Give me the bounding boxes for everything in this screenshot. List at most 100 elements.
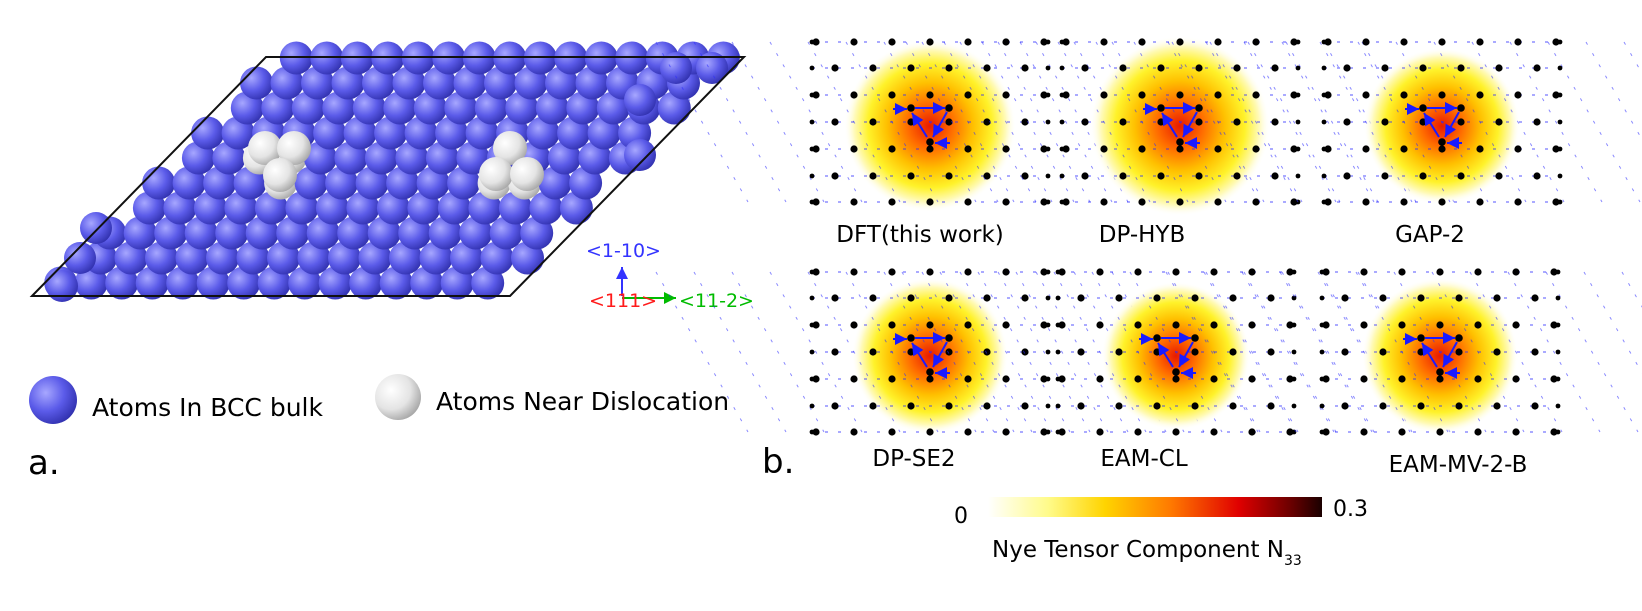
bulk-atom [498,191,532,225]
atom-column [1552,198,1560,206]
lattice-bond [1395,41,1489,203]
atom-column [1195,172,1203,180]
bulk-atom [624,84,656,116]
lattice-bond [693,41,787,203]
lattice-bond [1285,41,1379,203]
bulk-atom [413,91,447,125]
lattice-bond [1091,271,1185,433]
atom-column [812,428,820,436]
bulk-atom [547,141,581,175]
atom-column [809,39,815,45]
bulk-atom [367,216,401,250]
bulk-atom [358,241,392,275]
atom-column [1214,198,1222,206]
atom-column [809,295,815,301]
atom-column [1002,145,1010,153]
atom-column [1360,268,1368,276]
atom-column [1055,269,1061,275]
atom-column [1153,294,1161,302]
bulk-atom [410,266,444,300]
axis-right-label: <11-2> [679,290,754,312]
bulk-atom [163,191,197,225]
atom-column [1252,91,1260,99]
atom-column [1210,375,1218,383]
bulk-atom [294,166,328,200]
atom-column [1248,428,1256,436]
atom-column [1002,91,1010,99]
displacement-arrow [911,342,928,368]
atom-column [1138,38,1146,46]
lattice-bond [807,271,901,433]
atom-column [809,199,815,205]
atom-column [1040,375,1048,383]
atom-column [1002,268,1010,276]
lattice-bond [1355,271,1449,433]
bulk-atom [215,216,249,250]
atom-column [850,145,858,153]
atom-column [850,321,858,329]
atom-column [945,402,953,410]
atom-column [1138,198,1146,206]
atom-column [1291,403,1297,409]
atom-column [1417,402,1425,410]
lattice-bond [1547,41,1641,203]
lattice-bond [943,41,1037,203]
bulk-atom [166,266,200,300]
atom-column [1319,269,1325,275]
atom-column [945,118,953,126]
bulk-atom [364,141,398,175]
lattice-bond [1241,271,1335,433]
atom-column [1045,199,1051,205]
atom-column [1096,321,1104,329]
atom-column [1324,38,1332,46]
atom-column [1343,64,1351,72]
lattice-bond [921,41,1015,203]
lattice-bond [769,41,863,203]
atom-column [1321,92,1327,98]
atom-column [888,145,896,153]
atom-column [1324,198,1332,206]
atom-column [831,172,839,180]
bulk-atom [154,216,188,250]
atom-column [1062,198,1070,206]
lattice-bond [1509,41,1603,203]
atom-column [1419,64,1427,72]
atom-column [1286,321,1294,329]
atom-column [1045,146,1051,152]
atom-column [850,91,858,99]
lattice-bond [939,271,1033,433]
atom-column [1252,145,1260,153]
bulk-atom [343,116,377,150]
atom-column [1002,428,1010,436]
displacement-arrow [1444,111,1460,138]
atom-column [1400,145,1408,153]
displacement-arrow [1182,111,1198,138]
bulk-atom [529,191,563,225]
atom-column [1400,91,1408,99]
atom-column [1457,64,1465,72]
bulk-atom [535,91,569,125]
atom-column [812,321,820,329]
dislocation-atom [479,157,513,191]
bulk-atom [545,66,578,100]
bulk-atom [80,212,112,244]
atom-column [1419,118,1427,126]
atom-column [1557,199,1563,205]
axis-up-label: <1-10> [586,240,661,262]
lattice-bond [905,41,999,203]
atom-column [1233,172,1241,180]
lattice-bond [807,41,901,203]
bulk-atom [297,241,331,275]
bulk-atom [175,241,209,275]
atom-column [1291,322,1297,328]
atom-column [1531,402,1539,410]
atom-column [983,172,991,180]
atom-column [1021,172,1029,180]
bulk-atom [587,116,621,150]
atom-column [1476,91,1484,99]
atom-column [1474,428,1482,436]
atom-column [1457,118,1465,126]
bulk-atom [227,266,261,300]
nye-map-2: DP-HYB [905,36,1455,248]
atom-lattice [44,41,740,302]
